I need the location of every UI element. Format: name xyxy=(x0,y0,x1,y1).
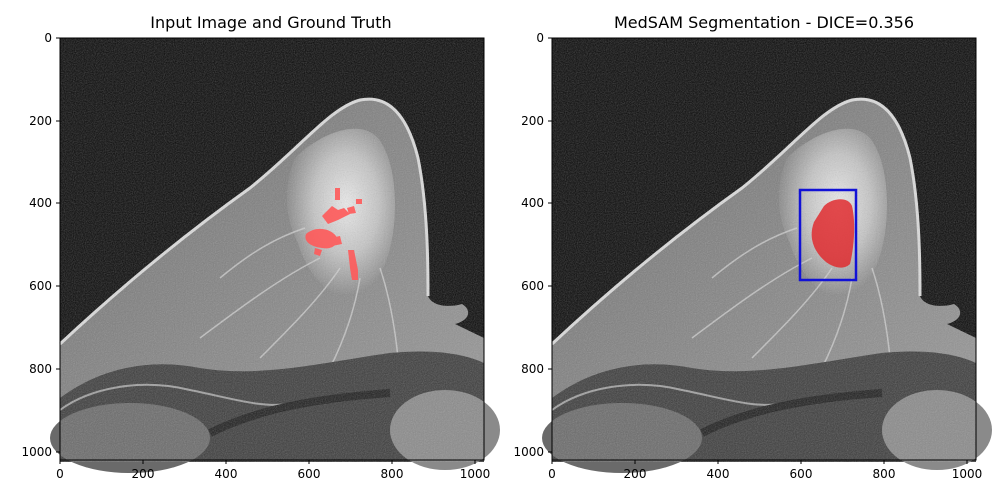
ground-truth-mask xyxy=(305,188,362,280)
x-tick-label: 400 xyxy=(215,467,238,481)
mri-image-left xyxy=(50,38,500,473)
y-tick-label: 400 xyxy=(29,196,52,210)
y-tick-label: 1000 xyxy=(21,445,52,459)
y-tick-label: 800 xyxy=(521,362,544,376)
x-tick-label: 800 xyxy=(381,467,404,481)
x-tick-labels-right: 0 200 400 600 800 1000 xyxy=(548,467,982,481)
y-axis-left xyxy=(56,37,60,453)
x-tick-label: 200 xyxy=(132,467,155,481)
x-tick-labels-left: 0 200 400 600 800 1000 xyxy=(56,467,490,481)
y-axis-right xyxy=(548,37,552,453)
x-axis-left xyxy=(59,460,476,464)
x-tick-label: 800 xyxy=(873,467,896,481)
x-tick-label: 600 xyxy=(790,467,813,481)
y-tick-labels-right: 0 200 400 600 800 1000 xyxy=(513,31,544,459)
y-tick-label: 200 xyxy=(29,114,52,128)
panel-title-right: MedSAM Segmentation - DICE=0.356 xyxy=(614,13,914,32)
y-tick-label: 0 xyxy=(44,31,52,45)
x-tick-label: 200 xyxy=(624,467,647,481)
panel-title-left: Input Image and Ground Truth xyxy=(150,13,391,32)
x-tick-label: 1000 xyxy=(460,467,491,481)
x-tick-label: 400 xyxy=(707,467,730,481)
x-tick-label: 1000 xyxy=(952,467,983,481)
x-tick-label: 600 xyxy=(298,467,321,481)
axes-frame-left xyxy=(59,37,485,461)
predicted-mask xyxy=(811,199,855,268)
y-tick-label: 600 xyxy=(521,279,544,293)
y-tick-label: 200 xyxy=(521,114,544,128)
bounding-box xyxy=(798,188,858,282)
y-tick-labels-left: 0 200 400 600 800 1000 xyxy=(21,31,52,459)
x-tick-label: 0 xyxy=(56,467,64,481)
y-tick-label: 800 xyxy=(29,362,52,376)
panel-medsam-segmentation: MedSAM Segmentation - DICE=0.356 0 200 4… xyxy=(513,13,992,481)
panel-ground-truth: Input Image and Ground Truth 0 200 xyxy=(21,13,500,481)
x-axis-right xyxy=(551,460,968,464)
y-tick-label: 400 xyxy=(521,196,544,210)
axes-frame-right xyxy=(551,37,977,461)
y-tick-label: 0 xyxy=(536,31,544,45)
mri-image-right xyxy=(542,38,992,473)
y-tick-label: 1000 xyxy=(513,445,544,459)
y-tick-label: 600 xyxy=(29,279,52,293)
x-tick-label: 0 xyxy=(548,467,556,481)
